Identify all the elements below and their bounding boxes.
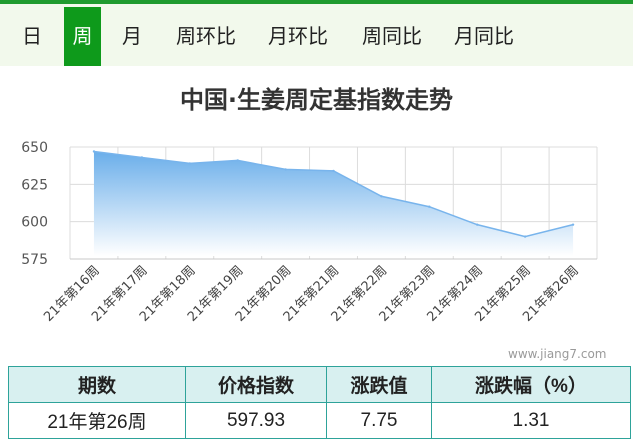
summary-header-row: 期数 价格指数 涨跌值 涨跌幅（%） bbox=[8, 366, 631, 403]
ginger-index-chart: 65062560057521年第16周21年第17周21年第18周21年第19周… bbox=[21, 140, 598, 325]
cell-period: 21年第26周 bbox=[8, 402, 186, 439]
y-tick-label: 650 bbox=[21, 140, 48, 156]
watermark: www.jiang7.com bbox=[508, 347, 607, 361]
header-change-percent: 涨跌幅（%） bbox=[431, 366, 631, 403]
chart-title: 中国·生姜周定基指数走势 bbox=[179, 86, 454, 114]
cell-change-value: 7.75 bbox=[326, 402, 432, 439]
top-accent-line bbox=[0, 0, 633, 4]
summary-data-row: 21年第26周 597.93 7.75 1.31 bbox=[8, 402, 631, 439]
tab-day[interactable]: 日 bbox=[22, 24, 42, 48]
data-point bbox=[332, 169, 335, 173]
series-area bbox=[93, 151, 574, 256]
header-price-index: 价格指数 bbox=[185, 366, 327, 403]
data-point bbox=[571, 223, 575, 226]
y-tick-label: 625 bbox=[21, 177, 48, 193]
summary-table: 期数 价格指数 涨跌值 涨跌幅（%） 21年第26周 597.93 7.75 1… bbox=[8, 366, 631, 439]
cell-price-index: 597.93 bbox=[185, 402, 327, 439]
period-tab-bar: 日 周 月 周环比 月环比 周同比 月同比 bbox=[0, 4, 633, 66]
y-tick-label: 600 bbox=[21, 215, 48, 231]
tab-month[interactable]: 月 bbox=[122, 24, 142, 48]
tab-week-year-on-year[interactable]: 周同比 bbox=[362, 24, 422, 48]
cell-change-percent: 1.31 bbox=[431, 402, 631, 439]
tab-month-on-month[interactable]: 月环比 bbox=[268, 24, 328, 48]
data-point bbox=[92, 150, 96, 153]
tab-week-on-week[interactable]: 周环比 bbox=[176, 24, 236, 48]
data-point bbox=[523, 235, 527, 238]
data-point bbox=[428, 205, 431, 208]
header-period: 期数 bbox=[8, 366, 186, 403]
tab-month-year-on-year[interactable]: 月同比 bbox=[454, 24, 514, 48]
tab-week[interactable]: 周 bbox=[64, 7, 101, 66]
data-point bbox=[476, 223, 479, 226]
data-point bbox=[236, 159, 239, 162]
data-point bbox=[188, 162, 191, 165]
data-point bbox=[140, 156, 144, 159]
data-point bbox=[380, 195, 383, 198]
header-change-value: 涨跌值 bbox=[326, 366, 432, 403]
data-point bbox=[284, 168, 287, 171]
y-tick-label: 575 bbox=[21, 252, 48, 268]
